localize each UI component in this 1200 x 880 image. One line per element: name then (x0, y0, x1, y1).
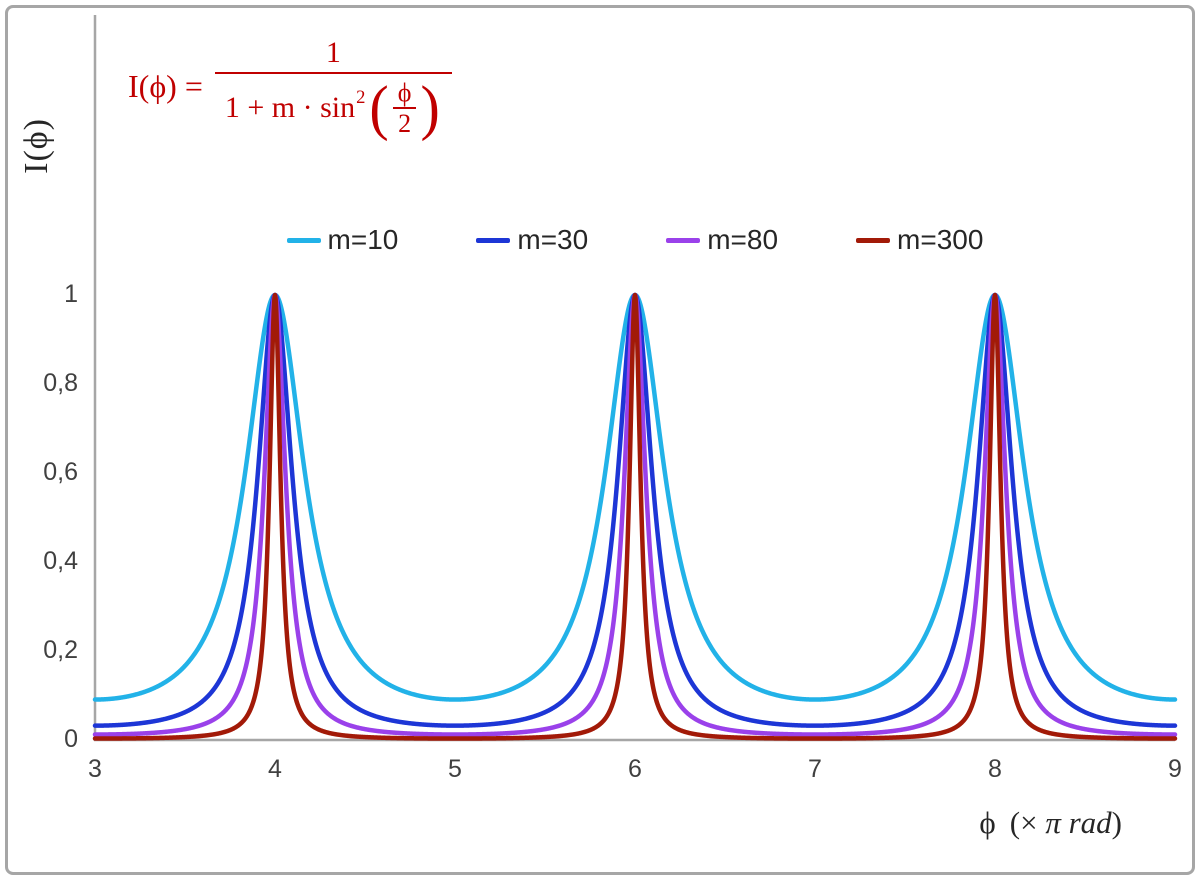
formula-fraction: 1 1 + m · sin 2 (ϕ 2) (214, 36, 452, 142)
legend-item-m=30: m=30 (476, 224, 588, 256)
formula-lhs: I(ϕ) = (128, 68, 203, 105)
x-axis-unit-close: ) (1111, 805, 1122, 840)
x-tick-label: 5 (448, 755, 462, 783)
series-curve-m=80 (92, 292, 1178, 737)
x-tick-label: 4 (268, 755, 282, 783)
y-tick-label: 0,8 (43, 369, 78, 397)
open-paren: ( (369, 73, 389, 142)
formula-denominator: 1 + m · sin 2 (ϕ 2) (214, 72, 452, 142)
legend-swatch (666, 237, 701, 243)
legend-swatch (856, 237, 891, 243)
legend-label: m=10 (327, 224, 399, 255)
y-tick-label: 0 (64, 725, 78, 753)
legend-label: m=300 (897, 224, 984, 255)
legend-label: m=80 (707, 224, 779, 255)
x-axis-unit-prefix: (× (1009, 805, 1046, 840)
x-axis-phi-symbol: ϕ (979, 805, 996, 840)
x-axis-unit-italic: π rad (1045, 805, 1112, 840)
legend-item-m=80: m=80 (666, 224, 778, 256)
series-curve-m=30 (92, 292, 1178, 728)
inner-denominator: 2 (398, 109, 412, 139)
y-tick-label: 1 (64, 280, 78, 308)
legend-item-m=300: m=300 (856, 224, 983, 256)
x-tick-label: 9 (1168, 755, 1182, 783)
x-axis-title: ϕ (× π rad) (979, 805, 1122, 841)
legend: m=10 m=30 m=80 m=300 (95, 224, 1175, 256)
legend-label: m=30 (517, 224, 589, 255)
legend-item-m=10: m=10 (286, 224, 399, 256)
close-paren: ) (420, 73, 440, 142)
legend-swatch (476, 237, 511, 243)
intensity-formula: I(ϕ) = 1 1 + m · sin 2(ϕ 2) (128, 36, 452, 138)
y-tick-label: 0,6 (43, 458, 78, 486)
x-tick-label: 3 (88, 755, 102, 783)
legend-swatch (286, 237, 321, 243)
series-curve-m=300 (92, 292, 1178, 741)
formula-numerator: 1 (325, 36, 341, 69)
y-tick-label: 0,4 (43, 547, 78, 575)
x-tick-label: 6 (628, 755, 642, 783)
x-tick-label: 8 (988, 755, 1002, 783)
formula-den-text: 1 + m · sin (224, 91, 356, 125)
x-tick-label: 7 (808, 755, 822, 783)
y-axis-title: I(ϕ) (18, 118, 55, 174)
inner-numerator: ϕ (392, 79, 417, 110)
y-tick-label: 0,2 (43, 636, 78, 664)
